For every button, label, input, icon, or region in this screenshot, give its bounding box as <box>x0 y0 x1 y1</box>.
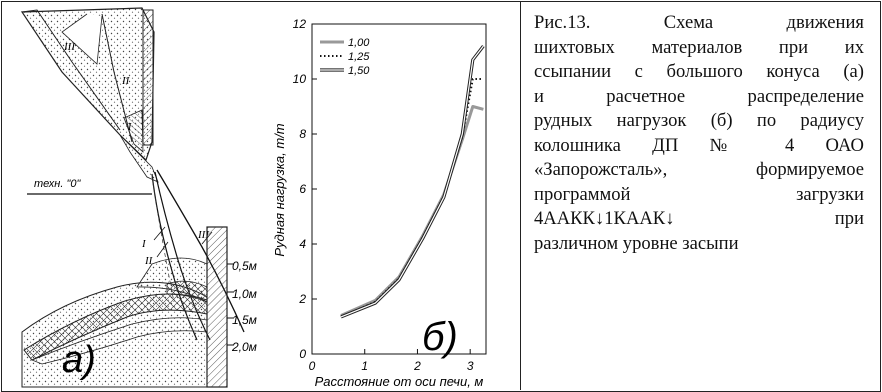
stream-label-ii: II <box>144 255 154 267</box>
y-tick-label: 12 <box>293 17 307 31</box>
figure-svg: III II I техн. "0" III I II <box>20 7 487 389</box>
y-tick-label: 6 <box>299 182 306 196</box>
series-line-1-25 <box>340 78 484 318</box>
y-tick-label: 8 <box>299 127 306 141</box>
zone-boundary-upper <box>21 9 121 131</box>
figure-13: III II I техн. "0" III I II <box>2 2 520 389</box>
plot-area <box>311 23 487 355</box>
x-tick-label: 3 <box>467 359 474 373</box>
hopper-void <box>61 13 103 65</box>
y-tick-label: 10 <box>293 72 307 86</box>
panel-label-b: б) <box>422 315 458 359</box>
zone-label-iii: III <box>63 41 76 53</box>
caption-line: 4ААКК↓1КААК↓ при <box>534 208 864 229</box>
charge-heap-ore <box>166 280 208 303</box>
legend-label: 1,00 <box>348 37 370 49</box>
legend-label: 1,50 <box>348 65 370 77</box>
series-lines <box>340 45 485 319</box>
caption-line: шихтовых материалов при их <box>534 36 864 58</box>
caption-line: рудных нагрузок (б) по радиусу <box>534 110 864 131</box>
level-label-15: 1,5м <box>232 313 257 327</box>
charge-layer-coke <box>30 317 208 365</box>
charge-layer-ore <box>23 293 208 361</box>
legend: 1,00 1,25 1,50 <box>320 37 370 77</box>
legend-label: 1,25 <box>348 51 370 63</box>
y-axis-label: Рудная нагрузка, т/т <box>272 123 287 256</box>
x-tick-label: 0 <box>309 359 316 373</box>
figure-caption: Рис.13. Схема движения шихтовых материал… <box>534 11 864 256</box>
series-line-1-50 <box>340 45 485 319</box>
column-divider <box>520 1 521 390</box>
y-tick-label: 4 <box>299 237 306 251</box>
x-tick-label: 2 <box>413 359 421 373</box>
y-tick-label: 0 <box>299 347 306 361</box>
caption-line: Рис.13. Схема движения <box>534 12 864 33</box>
caption-line: различном уровне засыпи <box>534 232 739 254</box>
leader-ii <box>156 241 169 258</box>
level-label-05: 0,5м <box>232 259 257 273</box>
level-label-10: 1,0м <box>232 287 257 301</box>
caption-line: «Запорожсталь», формируемое <box>534 159 864 180</box>
zone-i-fill <box>123 109 144 153</box>
y-tick-label: 2 <box>298 292 306 306</box>
loading-scheme: III II I техн. "0" III I II <box>20 7 257 388</box>
zone-label-ii: II <box>121 75 131 87</box>
x-tick-label: 1 <box>361 359 368 373</box>
leader-i <box>153 226 166 241</box>
zone-label-i: I <box>127 122 132 133</box>
tech-zero-label: техн. "0" <box>34 178 81 190</box>
level-label-20: 2,0м <box>231 340 257 354</box>
hopper-wall <box>142 9 154 146</box>
y-axis: 0 2 4 6 8 10 12 <box>293 17 317 361</box>
caption-line: колошника ДП № 4 ОАО <box>534 134 864 156</box>
trajectory-iii <box>156 169 245 333</box>
stream-label-i: I <box>141 238 147 250</box>
x-axis: 0 1 2 3 <box>309 349 474 373</box>
caption-line: и расчетное распределение <box>534 85 864 107</box>
x-axis-label: Расстояние от оси печи, м <box>315 374 484 389</box>
caption-line: ссыпании с большого конуса (а) <box>534 61 864 82</box>
series-line-1-50 <box>340 45 484 318</box>
panel-label-a: а) <box>62 339 96 381</box>
furnace-wall <box>206 226 228 388</box>
caption-line: программой загрузки <box>534 183 864 205</box>
